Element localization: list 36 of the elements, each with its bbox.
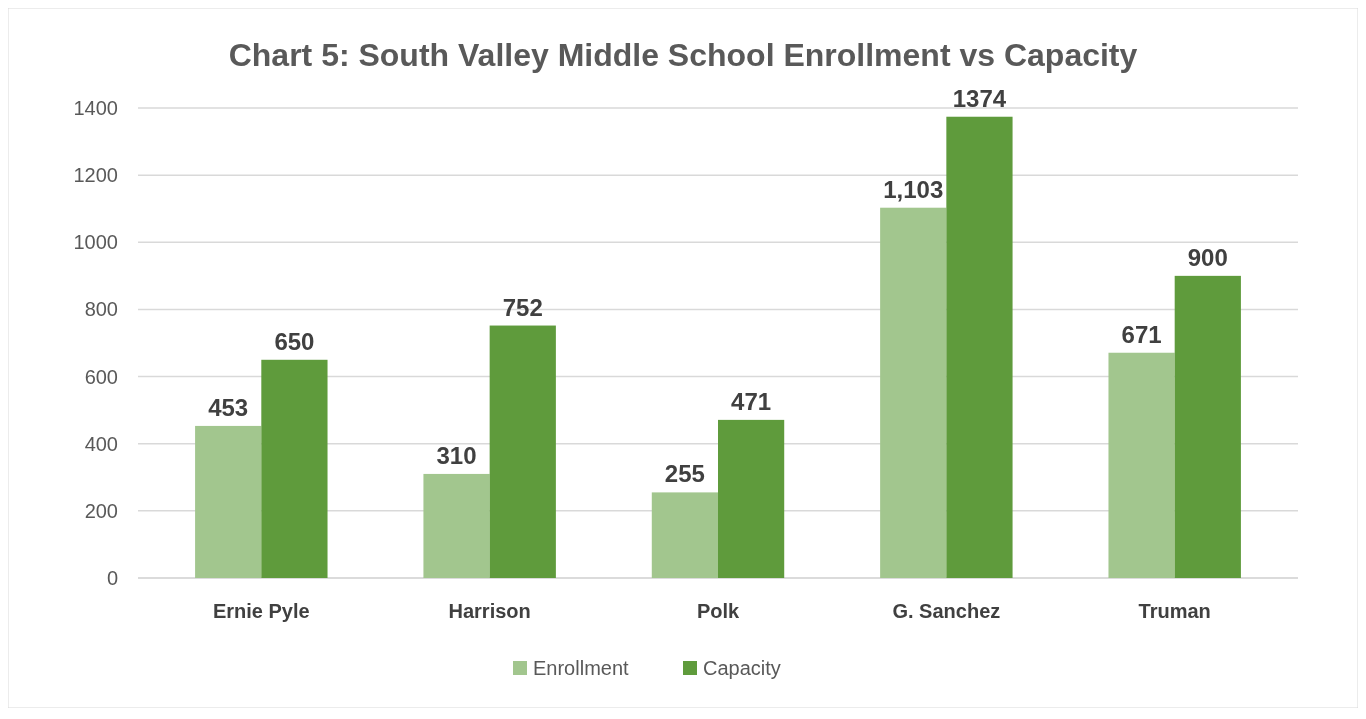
bar	[489, 325, 556, 578]
bar	[946, 116, 1013, 578]
bar	[423, 473, 490, 578]
bar	[651, 492, 718, 578]
legend-label: Capacity	[703, 657, 781, 679]
legend-label: Enrollment	[533, 657, 630, 679]
data-label: 900	[1187, 243, 1228, 271]
bar	[261, 359, 328, 578]
data-label: 310	[436, 441, 477, 469]
data-label: 471	[731, 387, 772, 415]
chart-title: Chart 5: South Valley Middle School Enrollment vs Capacity	[228, 37, 1138, 73]
y-tick-label: 200	[84, 499, 118, 522]
data-label: 671	[1121, 320, 1162, 348]
y-tick-label: 800	[84, 298, 118, 321]
bar	[718, 419, 785, 578]
data-label: 752	[502, 293, 543, 321]
x-tick-label: G. Sanchez	[892, 600, 1001, 622]
data-label: 650	[274, 327, 315, 355]
y-tick-label: 1400	[73, 97, 118, 119]
bar	[1174, 275, 1241, 578]
x-tick-label: Harrison	[448, 600, 531, 622]
data-label: 255	[664, 460, 705, 488]
y-tick-label: 600	[84, 365, 118, 388]
bar	[195, 425, 262, 578]
bar	[880, 207, 947, 578]
data-label: 1,103	[883, 175, 944, 203]
data-label: 453	[208, 393, 249, 421]
x-tick-label: Polk	[696, 600, 740, 622]
y-tick-label: 400	[84, 432, 118, 455]
y-tick-label: 0	[106, 567, 118, 589]
y-tick-label: 1000	[73, 231, 118, 254]
x-tick-label: Ernie Pyle	[212, 600, 310, 622]
data-label: 1374	[952, 84, 1007, 112]
y-tick-label: 1200	[73, 164, 118, 187]
x-tick-label: Truman	[1138, 600, 1211, 622]
bar	[1108, 352, 1175, 578]
